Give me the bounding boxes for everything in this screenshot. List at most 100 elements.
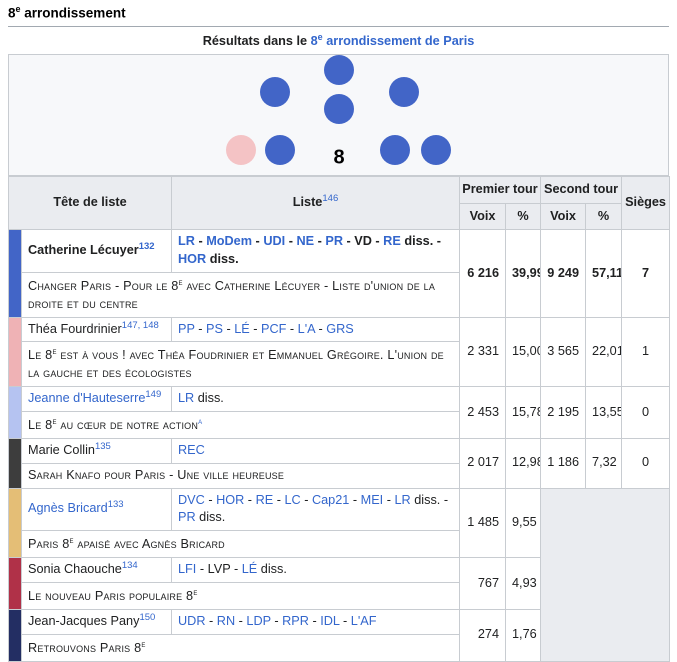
- arrondissement-link[interactable]: 8e arrondissement de Paris: [311, 32, 475, 48]
- party-link[interactable]: L'AF: [350, 613, 377, 628]
- liste-separator: -: [249, 321, 262, 336]
- liste-separator: -: [314, 321, 327, 336]
- liste-separator: -: [339, 613, 351, 628]
- liste-cell: DVC - HOR - RE - LC - Cap21 - MEI - LR d…: [171, 487, 460, 532]
- party-link[interactable]: LR: [178, 391, 195, 406]
- first-round-percent: 4,93: [504, 557, 542, 610]
- party-link[interactable]: UDR: [178, 613, 206, 628]
- party-link[interactable]: L'A: [297, 321, 315, 336]
- liste-separator: -: [371, 234, 384, 249]
- liste-separator: -: [204, 492, 217, 507]
- party-link[interactable]: RPR: [282, 613, 309, 628]
- party-link[interactable]: LÉ: [234, 321, 250, 336]
- footnote-ref[interactable]: 132: [138, 240, 155, 252]
- page-title-rest: arrondissement: [20, 5, 126, 21]
- liste-separator: -: [205, 613, 217, 628]
- header-liste: Liste146: [171, 175, 460, 231]
- liste-separator: -: [349, 492, 361, 507]
- party-link[interactable]: LDP: [246, 613, 271, 628]
- party-link[interactable]: PR: [178, 510, 196, 525]
- party-link[interactable]: REC: [178, 443, 205, 458]
- candidate-cell: Jeanne d'Hauteserre149: [21, 386, 172, 413]
- seat-dot-blue: [389, 76, 419, 107]
- party-link[interactable]: NE: [296, 234, 315, 249]
- header-tete-de-liste: Tête de liste: [8, 175, 172, 231]
- liste-separator: diss.: [206, 252, 239, 267]
- party-link[interactable]: PCF: [261, 321, 287, 336]
- party-link[interactable]: HOR: [178, 252, 207, 267]
- liste-cell: PP - PS - LÉ - PCF - L'A - GRS: [171, 316, 460, 343]
- liste-cell: LR - MoDem - UDI - NE - PR - VD - RE dis…: [171, 229, 460, 273]
- party-link[interactable]: GRS: [326, 321, 354, 336]
- liste-slogan: Sarah Knafo pour Paris - Une ville heure…: [21, 462, 460, 489]
- party-link[interactable]: UDI: [263, 234, 286, 249]
- liste-separator: -: [285, 234, 297, 249]
- party-link[interactable]: Cap21: [311, 492, 350, 507]
- footnote-ref[interactable]: 150: [139, 611, 156, 623]
- caption-link-rest: arrondissement de Paris: [322, 33, 475, 48]
- note-ref[interactable]: a: [198, 416, 203, 427]
- party-link[interactable]: PR: [325, 234, 343, 249]
- footnote-ref[interactable]: 133: [107, 499, 124, 511]
- seat-dot-blue: [260, 76, 290, 107]
- first-round-percent: 12,98: [504, 438, 542, 489]
- party-link[interactable]: LÉ: [241, 562, 258, 577]
- candidate-name-link[interactable]: Agnès Bricard: [28, 501, 108, 516]
- candidate-name: Catherine Lécuyer: [28, 243, 139, 258]
- party-link[interactable]: PP: [178, 321, 195, 336]
- party-link[interactable]: MoDem: [206, 234, 253, 249]
- seat-dot-blue: [324, 93, 354, 124]
- seat-diagram: 8: [8, 53, 669, 176]
- liste-separator: diss.: [195, 510, 226, 525]
- party-link[interactable]: MEI: [360, 492, 384, 507]
- slogan-text: e: [178, 276, 183, 287]
- party-link[interactable]: RE: [255, 492, 274, 507]
- party-link[interactable]: LR: [178, 234, 195, 249]
- candidate-name-link[interactable]: Jeanne d'Hauteserre: [28, 391, 146, 406]
- slogan-text: e: [52, 416, 57, 427]
- first-round-percent: 9,55: [504, 487, 542, 559]
- party-color-bar: [8, 608, 22, 662]
- slogan-text: avec Catherine Lécuyer - Liste d'union d…: [28, 279, 436, 311]
- liste-separator: -: [252, 234, 264, 249]
- page-title-number: 8: [8, 5, 16, 21]
- candidate-name: Théa Fourdrinier: [28, 321, 122, 336]
- liste-separator: -: [273, 492, 285, 507]
- liste-separator: diss. -: [400, 234, 441, 249]
- total-seats-label: 8: [333, 146, 345, 169]
- party-link[interactable]: LR: [394, 492, 411, 507]
- party-link[interactable]: HOR: [216, 492, 245, 507]
- slogan-text: Le 8: [28, 348, 53, 363]
- liste-separator: diss.: [257, 562, 287, 577]
- liste-separator: -: [300, 492, 312, 507]
- party-link[interactable]: LFI: [178, 562, 197, 577]
- slogan-text: Retrouvons Paris 8: [28, 640, 142, 655]
- header-second-tour: Second tour: [540, 175, 623, 204]
- footnote-ref[interactable]: 149: [145, 389, 162, 400]
- second-round-percent: 22,01: [585, 316, 623, 388]
- liste-separator: diss. -: [410, 492, 449, 507]
- slogan-row: Paris 8e apaisé avec Agnès Bricard: [9, 530, 670, 559]
- party-color-bar: [8, 487, 22, 559]
- first-round-votes: 2 331: [459, 316, 506, 388]
- second-round-votes: 2 195: [540, 386, 587, 440]
- party-link[interactable]: IDL: [320, 613, 340, 628]
- footnote-ref[interactable]: 146: [322, 192, 339, 204]
- party-link[interactable]: DVC: [178, 492, 205, 507]
- party-color-bar: [8, 229, 22, 318]
- party-link[interactable]: RN: [216, 613, 236, 628]
- footnote-ref[interactable]: 135: [94, 440, 111, 452]
- first-round-votes: 767: [459, 557, 506, 610]
- seats-cell: 1: [621, 316, 671, 388]
- second-round-votes: 9 249: [540, 229, 587, 318]
- footnote-ref[interactable]: 134: [121, 559, 138, 571]
- footnote-ref[interactable]: 147, 148: [121, 319, 159, 331]
- party-link[interactable]: PS: [205, 321, 223, 336]
- liste-separator: LVP: [207, 562, 231, 577]
- party-link[interactable]: RE: [383, 234, 401, 249]
- second-round-votes: 3 565: [540, 316, 587, 388]
- results-table: Tête de liste Liste146 Premier tour Seco…: [8, 175, 671, 662]
- party-link[interactable]: LC: [284, 492, 301, 507]
